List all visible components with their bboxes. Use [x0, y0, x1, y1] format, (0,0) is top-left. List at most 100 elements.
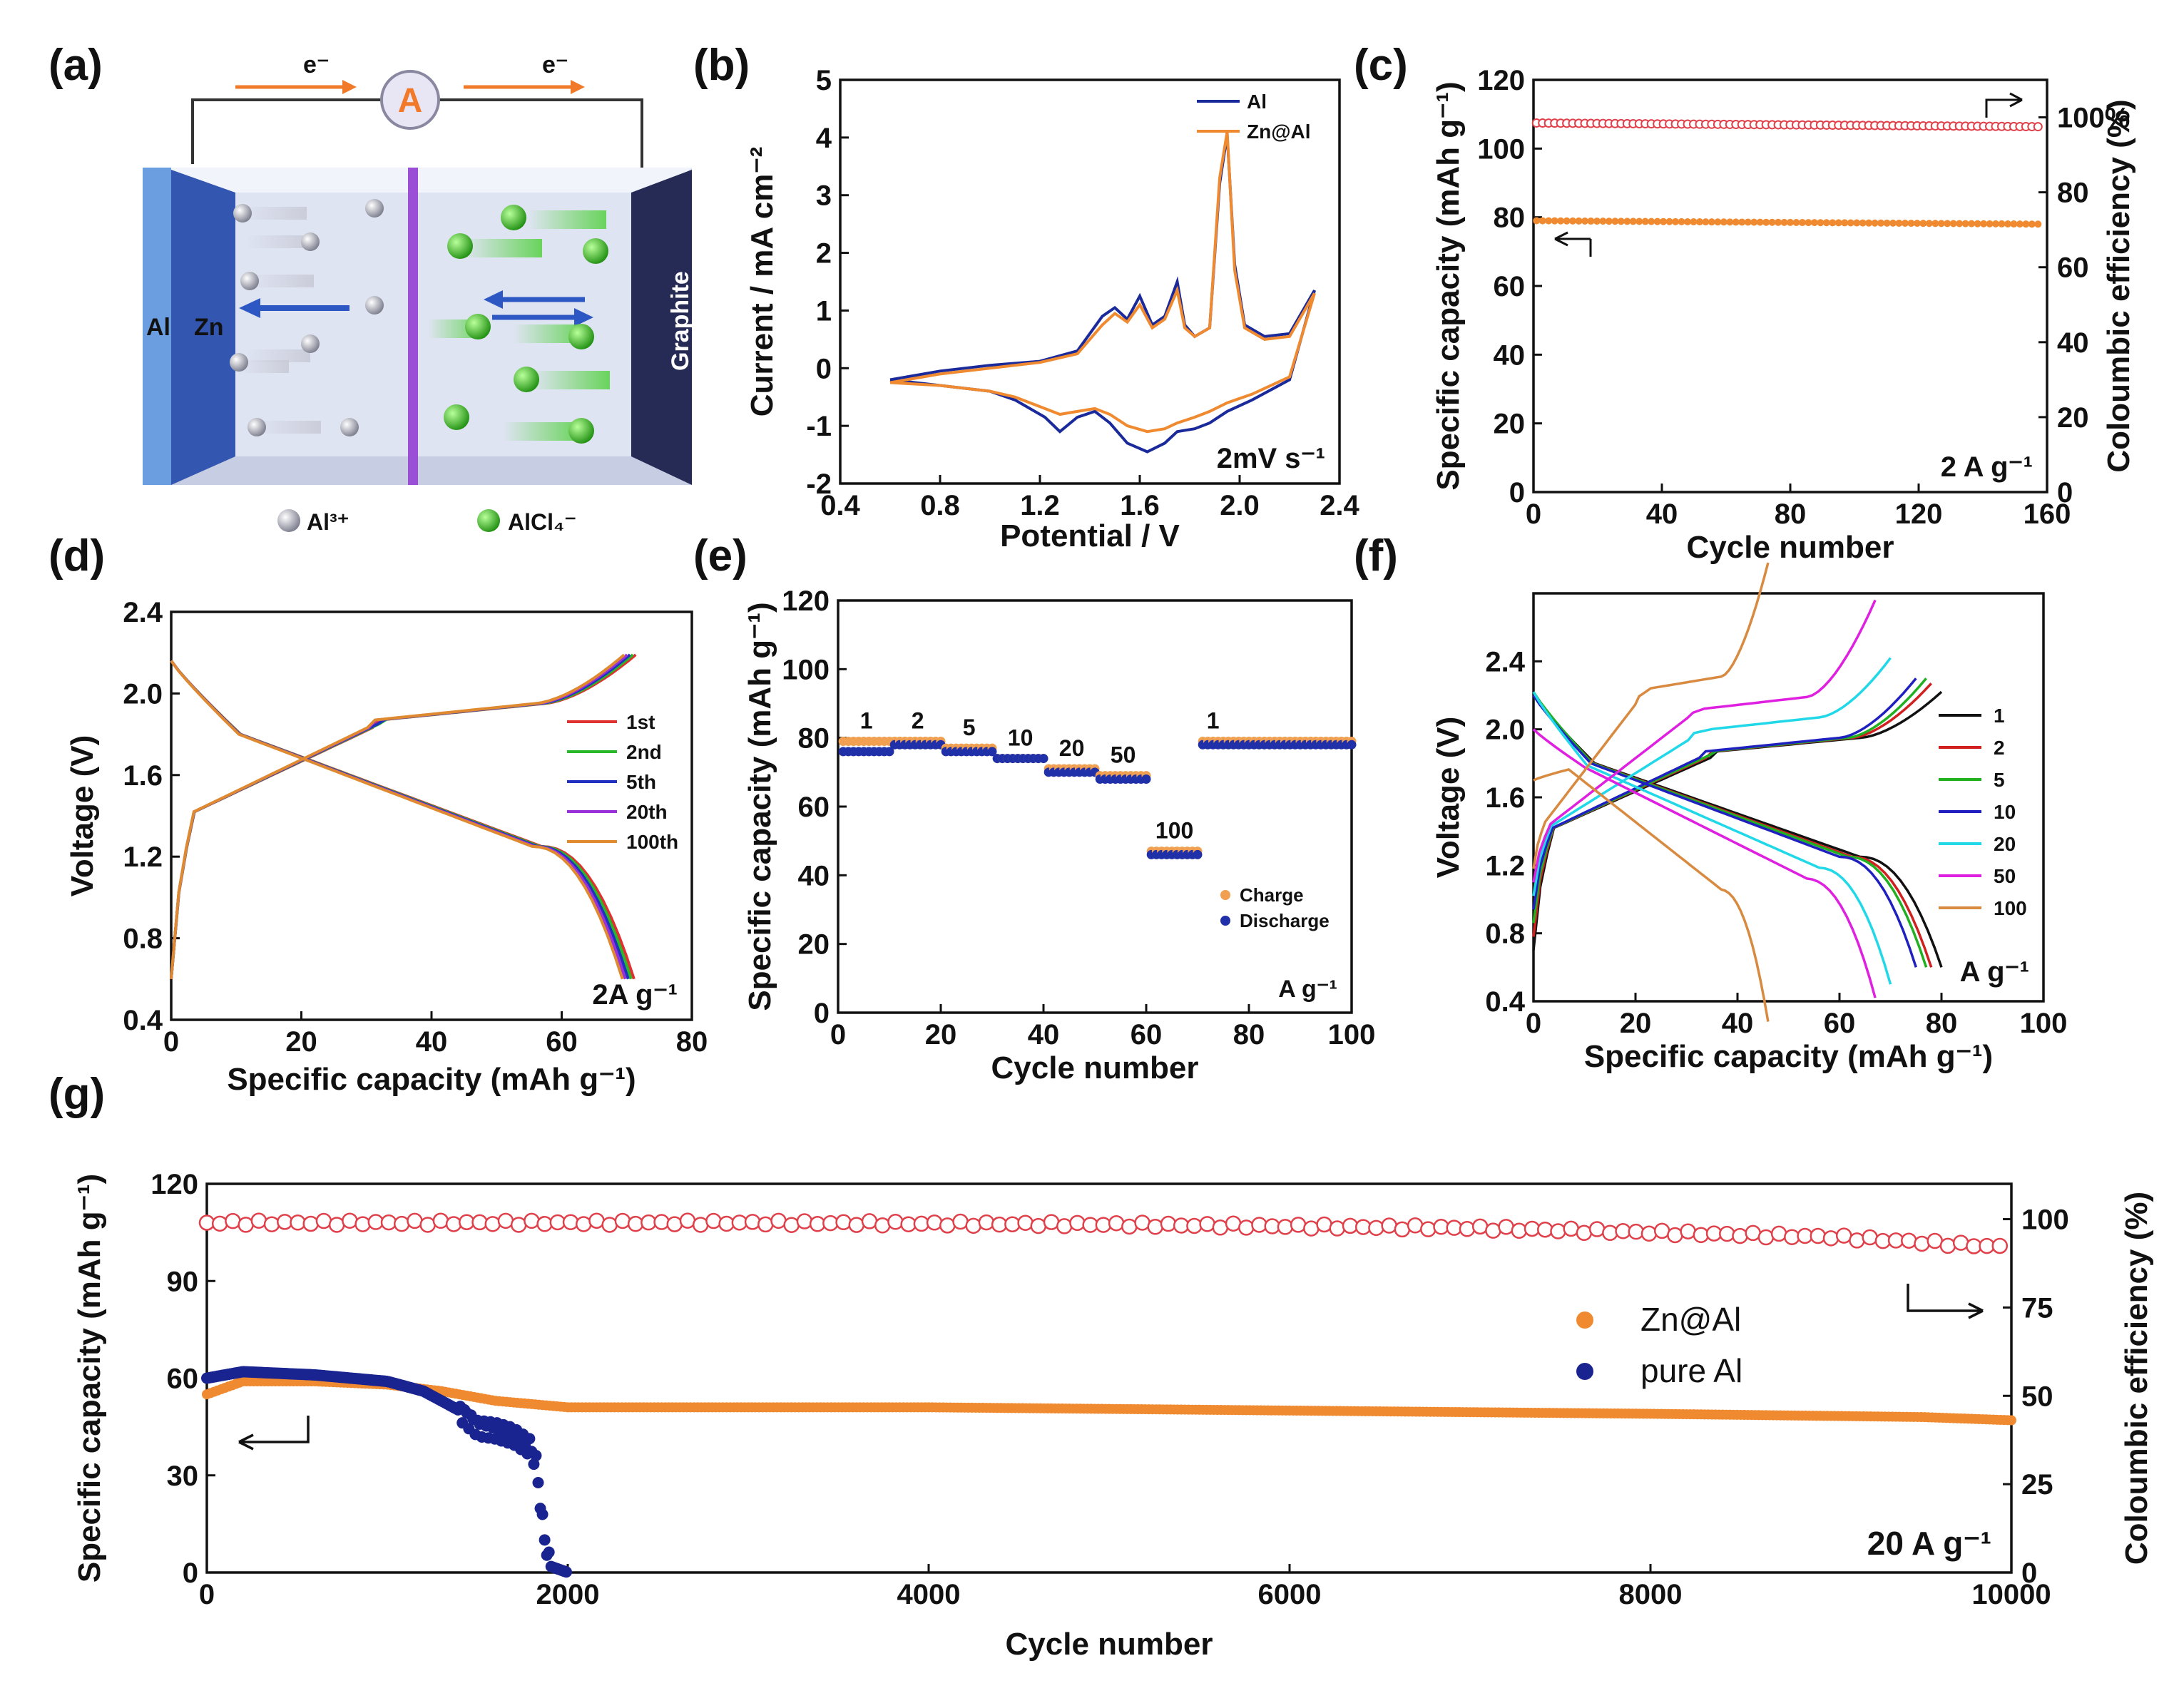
ce-point [1043, 1214, 1060, 1230]
y-tick-label: 0 [816, 353, 832, 384]
y-tick-label: 1.2 [123, 842, 163, 873]
y-tick-label: 20 [1494, 409, 1526, 440]
ce-point [1069, 1214, 1086, 1232]
y-tick-label: 30 [167, 1461, 199, 1492]
ce-point [666, 1216, 683, 1232]
circuit-wire-right [439, 98, 643, 168]
label-al: Al [146, 314, 170, 341]
y2-tick-label: 0 [2057, 477, 2073, 508]
x-tick-label: 0.8 [920, 490, 960, 521]
y-tick-label: 40 [1494, 339, 1526, 371]
discharge-curve-100th [170, 660, 624, 980]
ce-point [1511, 1222, 1528, 1239]
x-tick-label: 160 [2024, 498, 2071, 530]
ce-point [757, 1216, 774, 1233]
charge-curve-1 [1532, 690, 1943, 951]
legend-label-2: 2 [1994, 737, 2005, 759]
rate-label: 5 [963, 715, 976, 740]
capacity-point [1569, 217, 1577, 225]
capacity-point [1780, 218, 1788, 226]
ce-point [1524, 1220, 1541, 1237]
ce-point [1653, 1222, 1670, 1239]
capacity-point [1865, 219, 1873, 227]
discharge-point [884, 747, 894, 757]
electron-label-right: e⁻ [542, 51, 568, 78]
panel-label-b: (b) [693, 41, 750, 90]
capacity-point [1834, 219, 1842, 227]
x-tick-label: 80 [1233, 1019, 1265, 1050]
charge-curve-10 [1532, 677, 1917, 910]
ce-point [225, 1212, 241, 1229]
capacity-point [1847, 219, 1854, 227]
ce-point [1693, 1227, 1710, 1244]
ce-point [1459, 1221, 1476, 1237]
capacity-point [1581, 217, 1588, 225]
x-axis-label: Cycle number [1006, 1627, 1213, 1662]
rate-label: 2 [912, 707, 924, 733]
x-tick-label: 0 [1526, 1008, 1541, 1039]
legend-marker-zn-al [1576, 1311, 1593, 1329]
y-tick-label: 120 [1477, 65, 1525, 96]
legend-label-100th: 100th [626, 831, 678, 853]
capacity-point [1629, 218, 1637, 225]
ce-point [1199, 1216, 1215, 1232]
ce-point [822, 1214, 839, 1232]
capacity-point [1623, 218, 1631, 225]
capacity-point [1750, 218, 1758, 226]
y2-tick-label: 50 [2021, 1381, 2053, 1412]
ce-point [848, 1217, 865, 1233]
ce-point [315, 1212, 332, 1229]
capacity-point [1925, 220, 1933, 227]
capacity-point [2010, 220, 2018, 228]
ce-point [1342, 1217, 1359, 1234]
capacity-point [1714, 218, 1722, 226]
ce-point [1849, 1232, 1865, 1249]
ammeter-label: A [398, 82, 423, 120]
capacity-point [1551, 217, 1558, 225]
capacity-point [1635, 218, 1643, 225]
legend-label-5: 5 [1994, 769, 2005, 791]
y-tick-label: 2.0 [1485, 715, 1525, 746]
rate-label: 1 [1207, 707, 1220, 733]
capacity-point [1695, 218, 1703, 226]
unit-label: A g⁻¹ [1278, 976, 1337, 1003]
capacity-point [1968, 220, 1976, 227]
ce-point [445, 1216, 462, 1232]
ce-point [1732, 1227, 1748, 1244]
ce-point [744, 1214, 761, 1230]
y-tick-label: 0 [183, 1558, 198, 1589]
ce-point [484, 1216, 501, 1232]
x-tick-label: 80 [1926, 1008, 1958, 1039]
capacity-point [1605, 218, 1613, 225]
discharge-curve-10 [1532, 695, 1917, 968]
capacity-point [1919, 220, 1927, 227]
x-tick-label: 0 [830, 1019, 846, 1050]
ce-point [1485, 1222, 1501, 1239]
y-axis-label: Voltage (V) [1431, 717, 1466, 879]
y-tick-label: 80 [1494, 203, 1526, 234]
ce-point [1914, 1235, 1930, 1252]
x-axis-label: Potential / V [1000, 518, 1180, 553]
legend-label-5th: 5th [626, 771, 656, 793]
charge-curve-1st [170, 653, 637, 979]
scan-rate-label: 2mV s⁻¹ [1217, 443, 1325, 474]
capacity-point [1708, 218, 1715, 226]
y-axis-label: Specific capacity (mAh g⁻¹) [743, 602, 777, 1011]
ce-point [1667, 1227, 1683, 1244]
capacity-point [1599, 218, 1607, 225]
x-tick-label: 20 [285, 1026, 317, 1058]
ce-point [1446, 1219, 1462, 1236]
pure-al-point [524, 1433, 536, 1445]
ce-point [1212, 1219, 1229, 1236]
x-tick-label: 0 [1526, 498, 1541, 530]
ce-point [1186, 1217, 1203, 1234]
legend-label-1st: 1st [626, 711, 655, 733]
legend-label-Charge: Charge [1240, 884, 1304, 906]
ce-point [198, 1214, 215, 1231]
pure-al-point [539, 1534, 551, 1546]
ce-point [692, 1217, 709, 1233]
pure-al-point [528, 1458, 540, 1471]
y-tick-label: 0.4 [123, 1005, 163, 1036]
